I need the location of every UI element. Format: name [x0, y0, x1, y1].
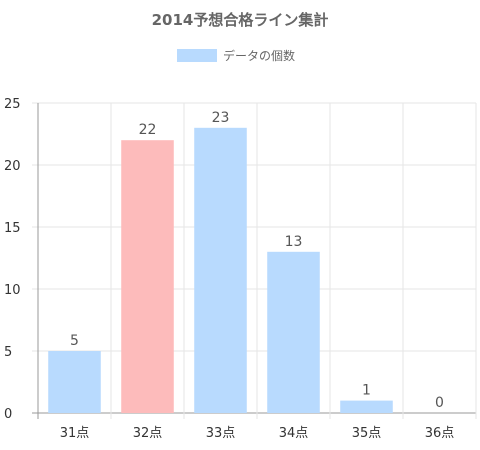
bar[interactable]: [121, 140, 174, 413]
bars: [48, 127, 393, 414]
y-tick-label: 25: [4, 97, 21, 112]
y-tick-label: 20: [4, 159, 21, 174]
legend-label: データの個数: [223, 48, 295, 63]
bar[interactable]: [194, 127, 247, 414]
bar[interactable]: [267, 251, 320, 413]
y-tick-label: 15: [4, 221, 21, 236]
data-label: 13: [285, 234, 303, 250]
y-axis: 0 5 10 15 20 25: [4, 97, 21, 422]
x-tick-label: 32点: [133, 426, 163, 441]
legend[interactable]: データの個数: [177, 48, 295, 63]
x-tick-label: 34点: [279, 426, 309, 441]
x-tick-label: 31点: [60, 426, 90, 441]
data-label: 23: [212, 110, 230, 126]
bar[interactable]: [340, 400, 393, 413]
data-labels: 5 22 23 13 1 0: [70, 110, 444, 411]
grid-lines: [32, 102, 477, 419]
bar[interactable]: [48, 351, 101, 413]
data-label: 22: [139, 122, 157, 138]
x-tick-label: 36点: [425, 426, 455, 441]
x-axis: 31点 32点 33点 34点 35点 36点: [60, 426, 455, 441]
legend-swatch: [177, 49, 217, 62]
y-tick-label: 0: [4, 407, 12, 422]
x-tick-label: 33点: [206, 426, 236, 441]
x-tick-label: 35点: [352, 426, 382, 441]
data-label: 0: [435, 395, 444, 411]
chart-title: 2014予想合格ライン集計: [152, 11, 329, 29]
y-tick-label: 10: [4, 283, 21, 298]
data-label: 1: [362, 383, 371, 399]
data-label: 5: [70, 333, 79, 349]
y-tick-label: 5: [4, 345, 12, 360]
